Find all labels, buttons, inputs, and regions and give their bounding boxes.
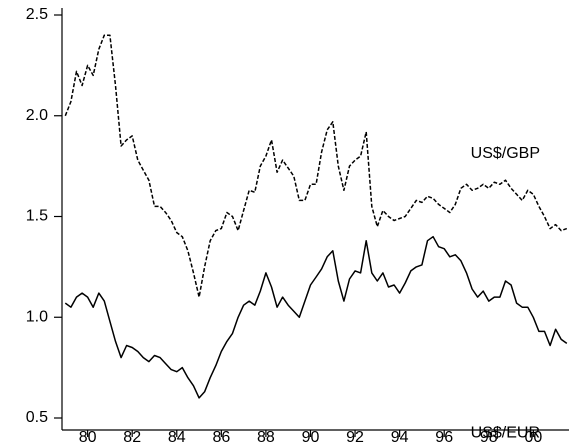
y-tick-label: 2.0 — [26, 107, 48, 124]
y-tick-label: 2.5 — [26, 6, 48, 23]
line-series — [64, 235, 568, 399]
y-tick-label: 1.5 — [26, 208, 48, 225]
x-tick-label: 80 — [79, 429, 97, 444]
series-label: US$/EUR — [471, 425, 540, 442]
x-tick-label: 96 — [435, 429, 453, 444]
line-series — [64, 34, 568, 298]
x-tick-label: 94 — [391, 429, 409, 444]
x-tick-label: 92 — [346, 429, 364, 444]
x-tick-label: 82 — [123, 429, 141, 444]
x-tick-label: 86 — [212, 429, 230, 444]
x-tick-label: 98 — [480, 429, 498, 444]
y-tick-label: 0.5 — [26, 409, 48, 426]
x-tick-label: 84 — [168, 429, 186, 444]
y-tick-label: 1.0 — [26, 308, 48, 325]
series-label: US$/GBP — [471, 145, 540, 162]
x-tick-label: 88 — [257, 429, 275, 444]
x-tick-label: 00 — [524, 429, 542, 444]
x-tick-label: 90 — [302, 429, 320, 444]
